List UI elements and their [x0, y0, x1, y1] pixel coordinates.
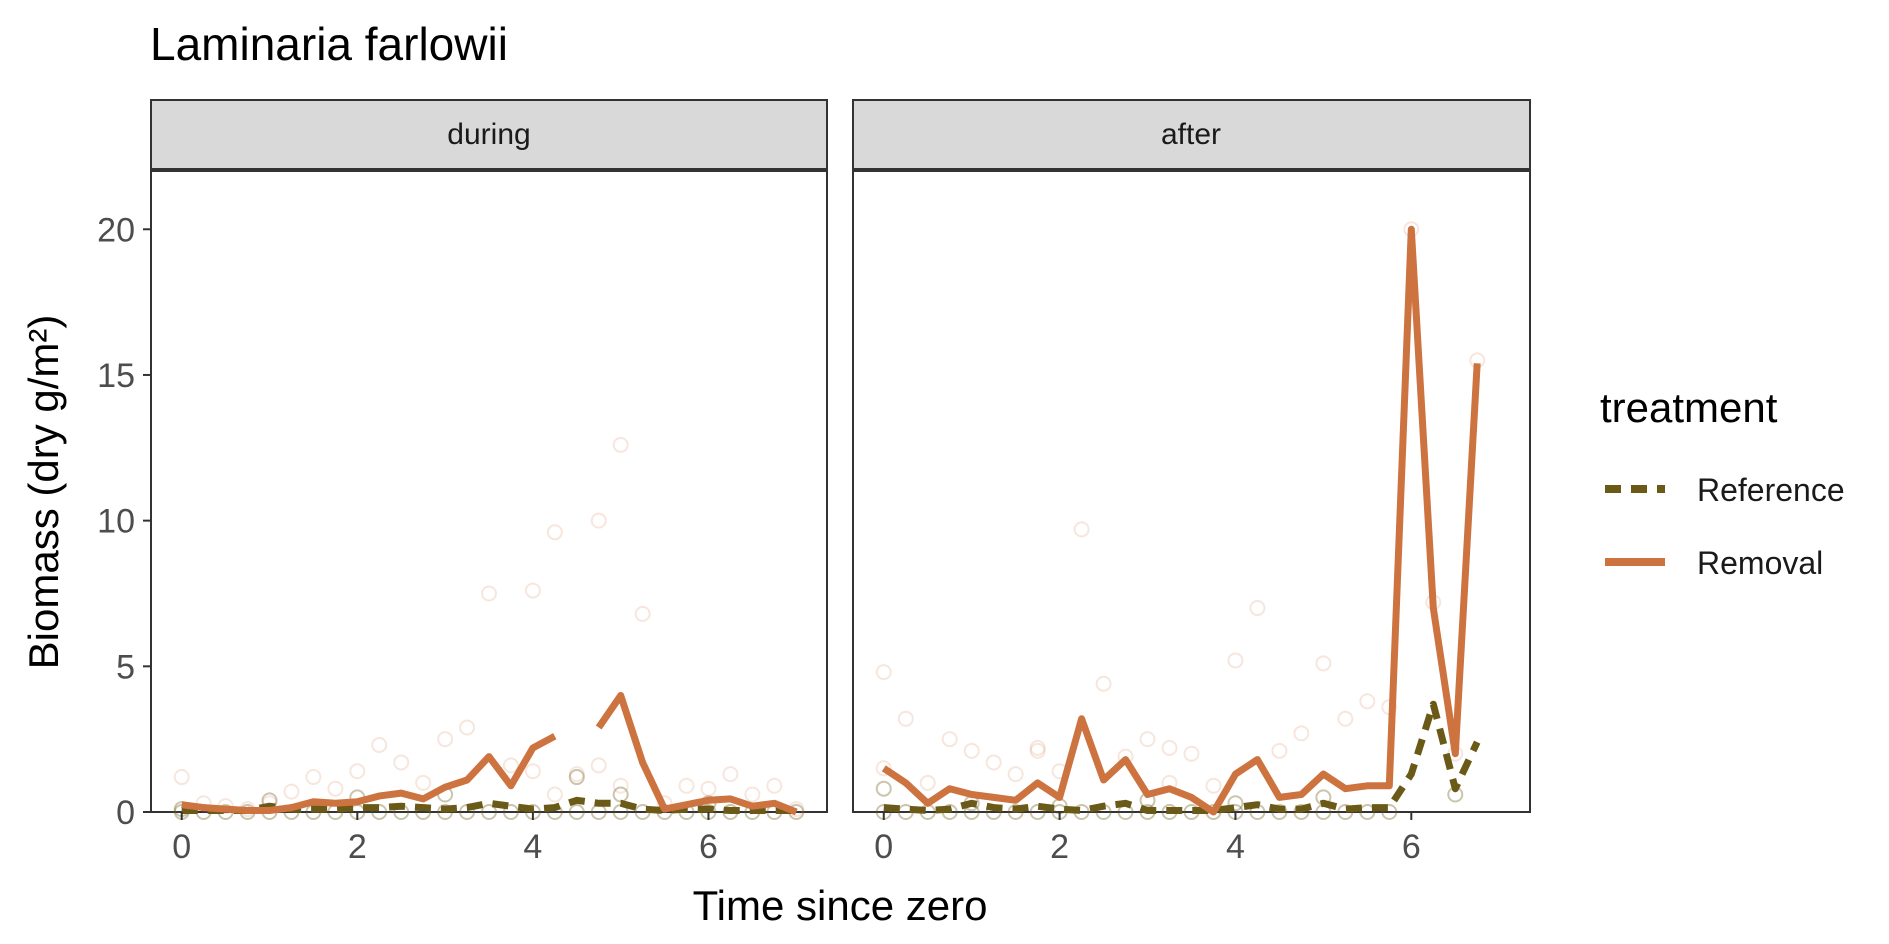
x-tick-label-after-2: 2: [1050, 828, 1069, 866]
y-tick-label-20: 20: [97, 211, 135, 249]
point-removal-after-12: [1139, 731, 1156, 748]
point-reference-after-7: [1029, 804, 1046, 820]
point-removal-during-31: [590, 757, 607, 774]
y-tick-label-0: 0: [116, 794, 135, 832]
legend-label-removal: Removal: [1697, 545, 1823, 581]
point-removal-after-1: [897, 710, 914, 727]
point-removal-after-18: [1271, 742, 1288, 759]
point-removal-during-16: [524, 582, 541, 599]
point-removal-after-7: [1029, 742, 1046, 759]
legend-title: treatment: [1600, 384, 1778, 431]
point-reference-after-28: [1227, 795, 1244, 812]
line-removal-after: [881, 225, 1481, 816]
panel-after: after: [852, 99, 1531, 820]
point-removal-during-17: [546, 524, 563, 541]
point-removal-during-26: [744, 786, 761, 803]
strip-during-background: [150, 99, 828, 170]
marks-during: [173, 436, 805, 820]
point-removal-after-6: [1007, 766, 1024, 783]
x-axis-title: Time since zero: [693, 882, 988, 929]
y-axis-title: Biomass (dry g/m²): [20, 315, 67, 670]
point-removal-during-11: [415, 774, 432, 791]
point-removal-during-30: [546, 786, 563, 803]
point-removal-during-29: [524, 763, 541, 780]
point-reference-during-14: [481, 804, 497, 820]
point-removal-after-19: [1293, 725, 1310, 742]
strip-label-during: during: [447, 118, 530, 151]
point-removal-during-18: [568, 766, 585, 783]
point-removal-during-13: [459, 719, 476, 736]
point-reference-during-9: [371, 804, 388, 820]
point-removal-during-0: [173, 769, 190, 786]
legend: treatment Reference Removal: [1600, 384, 1845, 581]
point-reference-after-24: [875, 780, 892, 797]
point-removal-after-9: [1073, 521, 1090, 538]
point-removal-after-4: [963, 742, 980, 759]
legend-label-reference: Reference: [1697, 472, 1845, 508]
point-removal-after-22: [1359, 693, 1376, 710]
point-removal-after-14: [1183, 745, 1200, 762]
x-tick-label-after-6: 6: [1402, 828, 1421, 866]
point-removal-after-21: [1337, 710, 1354, 727]
x-axes: 0 2 4 6 0 2 4 6: [172, 812, 1421, 866]
x-tick-label-during-2: 2: [348, 828, 367, 866]
point-removal-during-5: [283, 783, 300, 800]
point-removal-after-17: [1249, 600, 1266, 617]
panel-during: during: [150, 99, 828, 820]
point-removal-after-28: [1029, 739, 1046, 756]
x-tick-label-after-4: 4: [1226, 828, 1245, 866]
point-reference-after-19: [1293, 804, 1310, 820]
point-removal-during-8: [349, 763, 366, 780]
x-tick-label-after-0: 0: [874, 828, 893, 866]
y-axis: 0 5 10 15 20: [97, 211, 151, 832]
point-reference-during-18: [568, 804, 585, 820]
point-removal-during-15: [502, 757, 519, 774]
point-removal-during-9: [371, 736, 388, 753]
y-tick-label-10: 10: [97, 503, 135, 541]
point-removal-after-20: [1315, 655, 1332, 672]
point-removal-after-2: [919, 774, 936, 791]
point-removal-after-10: [1095, 675, 1112, 692]
point-removal-during-14: [481, 585, 497, 602]
point-reference-during-15: [502, 804, 519, 820]
point-removal-during-32: [612, 777, 629, 794]
y-tick-label-15: 15: [97, 357, 135, 395]
point-removal-during-24: [700, 780, 717, 797]
chart-title: Laminaria farlowii: [150, 18, 508, 70]
point-removal-during-19: [590, 512, 607, 529]
point-reference-after-18: [1271, 804, 1288, 820]
point-removal-during-23: [678, 777, 695, 794]
line-reference-after: [883, 700, 1481, 814]
marks-after: [875, 221, 1486, 820]
point-reference-during-33: [568, 769, 585, 786]
point-removal-after-15: [1205, 777, 1222, 794]
point-removal-during-7: [327, 780, 344, 797]
point-removal-after-0: [875, 664, 892, 681]
y-tick-label-5: 5: [116, 648, 135, 686]
point-removal-during-27: [766, 777, 783, 794]
point-removal-after-3: [941, 731, 958, 748]
point-removal-during-21: [634, 605, 651, 622]
x-tick-label-during-0: 0: [172, 828, 191, 866]
point-removal-during-20: [612, 436, 629, 453]
point-removal-after-16: [1227, 652, 1244, 669]
line-removal-during: [181, 692, 798, 816]
point-reference-after-6: [1007, 804, 1024, 820]
point-removal-during-6: [305, 769, 322, 786]
point-removal-during-12: [437, 731, 454, 748]
strip-label-after: after: [1161, 118, 1221, 151]
point-reference-after-22: [1359, 804, 1376, 820]
point-removal-after-30: [875, 760, 892, 777]
strip-after-background: [852, 99, 1531, 170]
point-reference-after-23: [1381, 804, 1398, 820]
plot-area-during: [150, 170, 828, 813]
x-tick-label-during-4: 4: [523, 828, 542, 866]
x-tick-label-during-6: 6: [699, 828, 718, 866]
point-removal-after-5: [985, 754, 1002, 771]
point-removal-during-10: [393, 754, 410, 771]
point-removal-after-13: [1161, 739, 1178, 756]
point-removal-during-25: [722, 766, 739, 783]
